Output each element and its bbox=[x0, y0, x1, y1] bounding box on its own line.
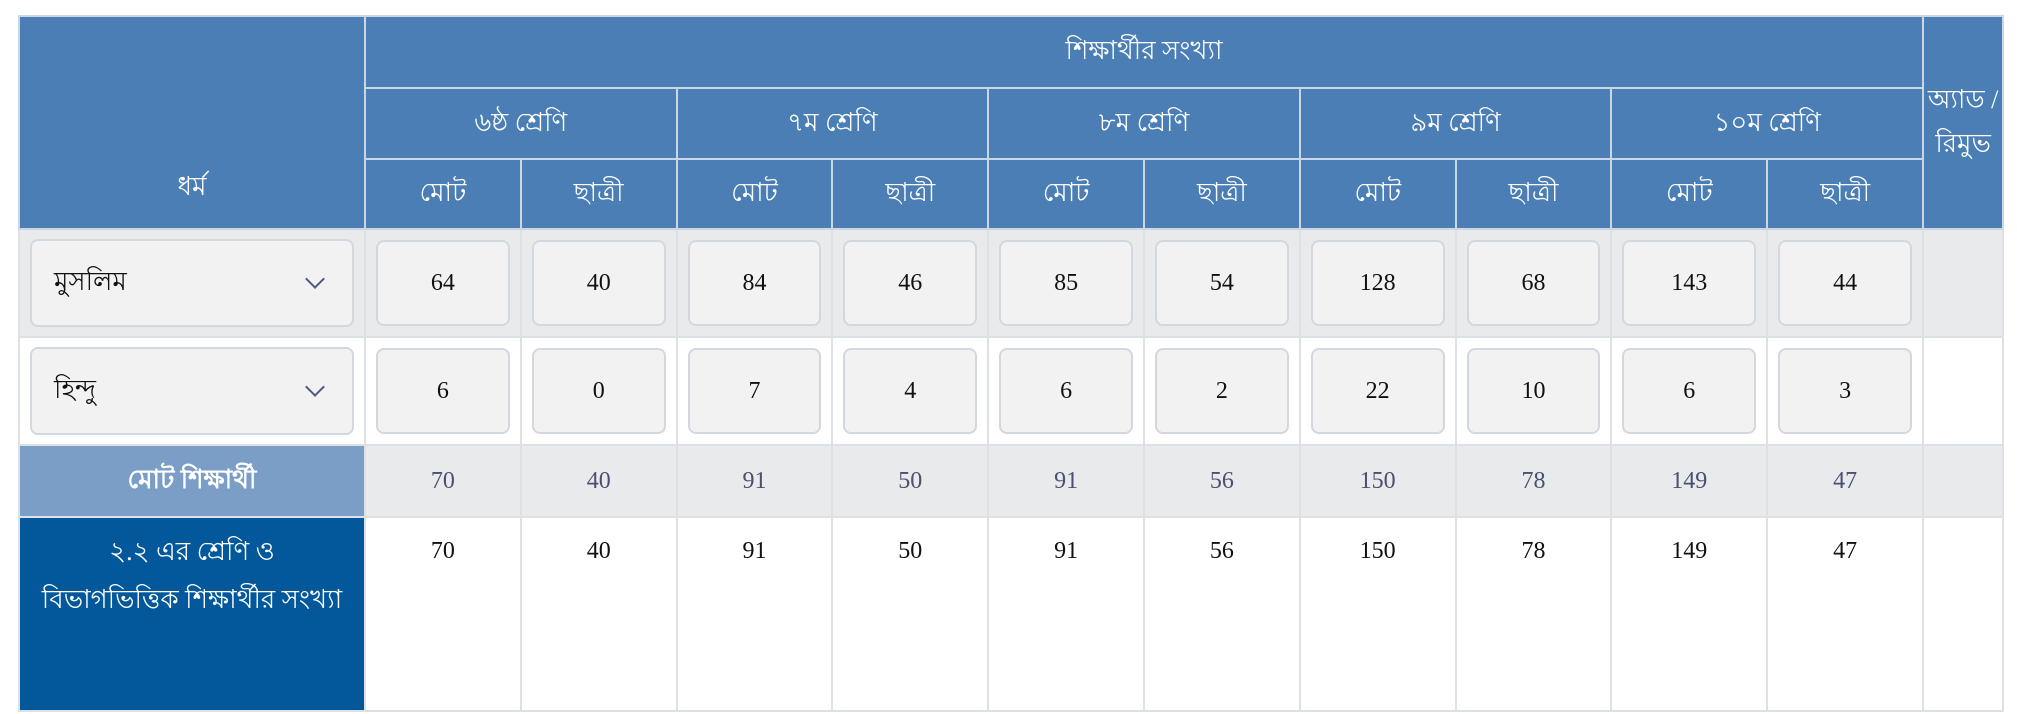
count-input[interactable]: 68 bbox=[1466, 240, 1601, 326]
religion-row: হিন্দু 6 0 7 4 6 2 22 10 6 3 bbox=[18, 336, 2005, 446]
count-input[interactable]: 0 bbox=[531, 348, 666, 434]
totals-row: মোট শিক্ষার্থী 70 40 91 50 91 56 150 78 149 47 bbox=[18, 444, 2005, 518]
reference-value: 91 bbox=[675, 516, 834, 712]
total-value: 150 bbox=[1298, 444, 1457, 518]
religion-select[interactable]: হিন্দু bbox=[30, 347, 354, 435]
total-value: 47 bbox=[1766, 444, 1925, 518]
total-subheader: মোট bbox=[1610, 158, 1769, 230]
reference-value: 70 bbox=[364, 516, 522, 712]
class-header: ১০ম শ্রেণি bbox=[1610, 87, 1925, 160]
count-input[interactable]: 143 bbox=[1622, 240, 1757, 326]
class-header: ৬ষ্ঠ শ্রেণি bbox=[364, 87, 678, 160]
action-cell bbox=[1922, 336, 2005, 446]
reference-value: 91 bbox=[987, 516, 1145, 712]
total-value: 91 bbox=[987, 444, 1145, 518]
total-subheader: মোট bbox=[987, 158, 1145, 230]
count-input[interactable]: 3 bbox=[1778, 348, 1913, 434]
count-input[interactable]: 22 bbox=[1310, 348, 1445, 434]
reference-value: 149 bbox=[1610, 516, 1769, 712]
students-header: শিক্ষার্থীর সংখ্যা bbox=[363, 15, 1925, 89]
total-subheader: মোট bbox=[364, 158, 522, 230]
totals-label: মোট শিক্ষার্থী bbox=[18, 444, 366, 518]
count-input[interactable]: 40 bbox=[531, 240, 666, 326]
girls-subheader: ছাত্রী bbox=[1766, 158, 1925, 230]
count-input[interactable]: 128 bbox=[1310, 240, 1445, 326]
count-input[interactable]: 64 bbox=[376, 240, 510, 326]
religion-header: ধর্ম bbox=[18, 15, 366, 230]
chevron-down-icon bbox=[305, 269, 325, 289]
total-value: 70 bbox=[364, 444, 522, 518]
religion-row: মুসলিম 64 40 84 46 85 54 128 68 143 44 bbox=[18, 228, 2005, 338]
count-input[interactable]: 85 bbox=[999, 240, 1133, 326]
reference-value: 40 bbox=[519, 516, 678, 712]
reference-row: ২.২ এর শ্রেণি ও বিভাগভিত্তিক শিক্ষার্থীর… bbox=[18, 516, 2005, 712]
count-input[interactable]: 6 bbox=[376, 348, 510, 434]
total-value: 78 bbox=[1454, 444, 1613, 518]
count-input[interactable]: 2 bbox=[1154, 348, 1289, 434]
reference-value: 150 bbox=[1298, 516, 1457, 712]
total-value: 56 bbox=[1142, 444, 1301, 518]
count-input[interactable]: 10 bbox=[1466, 348, 1601, 434]
class-header: ৯ম শ্রেণি bbox=[1298, 87, 1613, 160]
reference-value: 56 bbox=[1142, 516, 1301, 712]
action-header: অ্যাড / রিমুভ bbox=[1922, 15, 2005, 230]
girls-subheader: ছাত্রী bbox=[1142, 158, 1301, 230]
total-subheader: মোট bbox=[1298, 158, 1457, 230]
girls-subheader: ছাত্রী bbox=[831, 158, 990, 230]
girls-subheader: ছাত্রী bbox=[519, 158, 678, 230]
girls-subheader: ছাত্রী bbox=[1454, 158, 1613, 230]
action-cell bbox=[1922, 228, 2005, 338]
total-value: 50 bbox=[831, 444, 990, 518]
class-header: ৭ম শ্রেণি bbox=[675, 87, 990, 160]
reference-value: 47 bbox=[1766, 516, 1925, 712]
reference-value: 50 bbox=[831, 516, 990, 712]
class-header: ৮ম শ্রেণি bbox=[987, 87, 1301, 160]
count-input[interactable]: 46 bbox=[843, 240, 978, 326]
chevron-down-icon bbox=[305, 377, 325, 397]
count-input[interactable]: 6 bbox=[999, 348, 1133, 434]
student-count-table: ধর্ম শিক্ষার্থীর সংখ্যা অ্যাড / রিমুভ ৬ষ… bbox=[18, 15, 2005, 712]
reference-label: ২.২ এর শ্রেণি ও বিভাগভিত্তিক শিক্ষার্থীর… bbox=[18, 516, 366, 712]
count-input[interactable]: 6 bbox=[1622, 348, 1757, 434]
total-value: 40 bbox=[519, 444, 678, 518]
reference-value: 78 bbox=[1454, 516, 1613, 712]
count-input[interactable]: 54 bbox=[1154, 240, 1289, 326]
total-value: 149 bbox=[1610, 444, 1769, 518]
count-input[interactable]: 84 bbox=[687, 240, 822, 326]
count-input[interactable]: 4 bbox=[843, 348, 978, 434]
count-input[interactable]: 44 bbox=[1778, 240, 1913, 326]
religion-select[interactable]: মুসলিম bbox=[30, 239, 354, 327]
count-input[interactable]: 7 bbox=[687, 348, 822, 434]
total-value: 91 bbox=[675, 444, 834, 518]
total-subheader: মোট bbox=[675, 158, 834, 230]
